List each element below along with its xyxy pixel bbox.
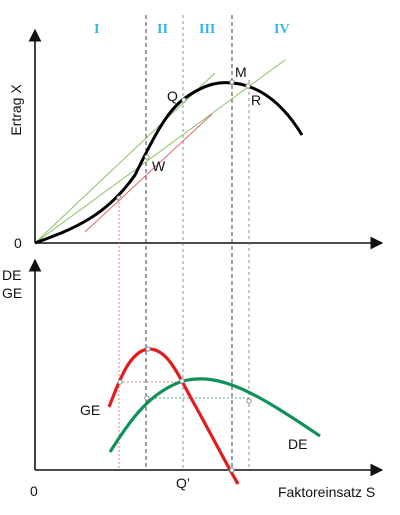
marker-de-right	[246, 398, 252, 404]
marker-de-left	[144, 395, 150, 401]
point-marker-m	[229, 79, 235, 85]
total-product-curve	[34, 81, 304, 245]
marker-ge-max	[145, 346, 151, 352]
point-label-r: R	[251, 92, 261, 108]
point-label-q: Q	[167, 88, 178, 104]
point-marker-w	[144, 154, 150, 160]
phase-label-1: I	[94, 22, 99, 37]
point-marker-q	[181, 97, 187, 103]
ray-line-steep	[34, 72, 216, 244]
marker-ge-zero	[229, 467, 235, 473]
point-label-m: M	[235, 64, 247, 80]
lower-y-axis-label-2: GE	[2, 285, 22, 301]
phase-label-3: III	[199, 22, 215, 37]
upper-y-axis-label: Ertrag X	[8, 84, 24, 136]
lower-chart: GE DE Q’ DE GE 0 Faktoreinsatz S	[2, 198, 384, 500]
q-prime-label: Q’	[176, 475, 190, 491]
phase-label-4: IV	[274, 22, 290, 37]
marker-ge-left	[117, 379, 123, 385]
x-axis-label: Faktoreinsatz S	[278, 484, 375, 500]
ge-curve-label: GE	[80, 402, 100, 418]
tangent-line	[84, 113, 213, 233]
point-label-w: W	[152, 158, 166, 174]
point-marker-r	[245, 83, 251, 89]
upper-chart: Q M R W I II III IV Ertrag X 0	[8, 15, 384, 470]
upper-origin-label: 0	[14, 235, 22, 251]
de-curve-label: DE	[288, 436, 307, 452]
marker-intersection	[179, 378, 185, 384]
ray-line-flat	[34, 59, 286, 244]
lower-y-axis-label-1: DE	[2, 267, 21, 283]
lower-origin-label: 0	[30, 483, 38, 499]
phase-label-2: II	[157, 22, 168, 37]
ge-curve	[107, 347, 240, 485]
